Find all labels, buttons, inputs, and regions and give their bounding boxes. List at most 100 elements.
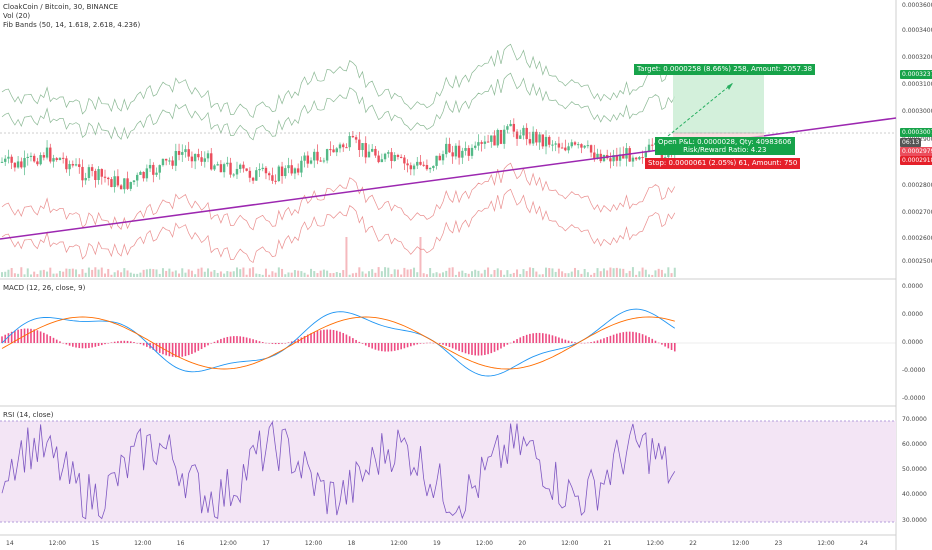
volume-bar (23, 274, 26, 277)
candle-body (23, 157, 26, 168)
candle-body (438, 155, 441, 161)
candle-body (464, 148, 467, 151)
candle-body (354, 137, 358, 140)
volume-bar (219, 271, 222, 277)
volume-bar (564, 273, 567, 277)
volume-bar (277, 267, 280, 277)
volume-bar (419, 237, 422, 277)
candle-body (16, 161, 20, 168)
macd-histogram-bar (78, 343, 81, 349)
macd-histogram-bar (268, 343, 270, 344)
volume-bar (557, 268, 560, 277)
macd-histogram-bar (236, 336, 238, 343)
candle-body (235, 168, 239, 175)
candle-body (390, 152, 393, 161)
candle-body (564, 147, 567, 151)
open-pl-annotation[interactable]: Open P&L: 0.0000028, Qty: 40983606 Risk/… (655, 137, 795, 155)
candle-body (193, 153, 197, 162)
stop-annotation[interactable]: Stop: 0.0000061 (2.05%) 61, Amount: 750 (645, 158, 801, 169)
macd-histogram-bar (448, 343, 451, 348)
candle-body (271, 175, 274, 181)
macd-histogram-bar (419, 343, 422, 344)
macd-histogram-bar (371, 343, 373, 349)
target-zone (673, 73, 764, 133)
volume-bar (13, 273, 16, 277)
macd-histogram-bar (487, 343, 489, 355)
candle-body (110, 179, 113, 188)
risk-reward-text: Risk/Reward Ratio: 4.23 (683, 146, 767, 154)
rsi-label[interactable]: RSI (14, close) (3, 411, 54, 419)
volume-bar (216, 272, 219, 277)
target-annotation[interactable]: Target: 0.0000258 (8.66%) 258, Amount: 2… (634, 64, 816, 75)
volume-bar (181, 268, 184, 277)
candle-body (548, 136, 551, 145)
volume-bar (110, 274, 113, 277)
volume-bar (606, 270, 609, 277)
volume-bar (319, 270, 322, 277)
candle-body (480, 142, 483, 144)
candle-body (71, 164, 75, 166)
volume-bar (7, 269, 10, 277)
macd-histogram-bar (88, 343, 90, 348)
macd-histogram-bar (120, 340, 122, 343)
macd-histogram-bar (62, 342, 64, 344)
macd-histogram-bar (622, 332, 625, 343)
volume-bar (377, 267, 380, 277)
macd-histogram-bar (516, 339, 518, 343)
macd-histogram-bar (564, 339, 567, 343)
volume-bar (403, 267, 406, 277)
volume-bar (4, 271, 7, 277)
candle-body (470, 147, 474, 156)
candle-body (573, 142, 577, 145)
time-axis-tick-label: 12:00 (219, 540, 237, 547)
volume-bar (641, 267, 644, 277)
candle-body (361, 143, 364, 151)
macd-histogram-bar (519, 337, 522, 343)
candle-body (84, 177, 87, 181)
volume-bar (644, 269, 647, 277)
macd-histogram-bar (509, 342, 512, 344)
macd-histogram-bar (55, 339, 58, 343)
macd-histogram-bar (377, 343, 380, 351)
candle-body (528, 139, 532, 144)
candle-body (457, 145, 461, 158)
symbol-title[interactable]: CloakCoin / Bitcoin, 30, BINANCE (3, 3, 119, 11)
candle-body (245, 168, 248, 171)
macd-label[interactable]: MACD (12, 26, close, 9) (3, 284, 86, 292)
macd-histogram-bar (26, 328, 29, 343)
candle-body (45, 147, 49, 158)
volume-bar (583, 268, 586, 277)
candle-body (13, 162, 17, 168)
volume-bar (602, 268, 605, 277)
fib-bands-label[interactable]: Fib Bands (50, 14, 1.618, 2.618, 4.236) (3, 21, 141, 29)
candle-body (364, 143, 367, 158)
vol-indicator-label[interactable]: Vol (20) (3, 12, 31, 20)
volume-bar (17, 273, 20, 277)
candle-body (210, 153, 213, 170)
candle-body (36, 161, 39, 165)
candle-body (190, 156, 194, 162)
candle-body (219, 164, 223, 173)
candle-body (399, 156, 403, 158)
macd-histogram-bar (142, 343, 145, 346)
volume-bar (570, 271, 573, 277)
macd-line (1, 308, 676, 377)
macd-histogram-bar (545, 333, 547, 343)
candle-body (29, 155, 33, 157)
volume-bar (71, 268, 74, 277)
volume-bar (660, 269, 663, 277)
macd-histogram-bar (252, 339, 254, 343)
candle-body (87, 167, 91, 178)
candle-body (496, 130, 499, 146)
macd-histogram-bar (20, 328, 23, 343)
volume-bar (635, 274, 638, 277)
macd-histogram-bar (590, 342, 592, 343)
candle-body (615, 155, 619, 161)
macd-histogram-bar (39, 331, 42, 343)
candle-body (551, 144, 554, 146)
macd-histogram-bar (229, 336, 232, 343)
time-axis-tick-label: 12:00 (390, 540, 408, 547)
candle-body (26, 156, 29, 158)
volume-bar (599, 271, 602, 277)
